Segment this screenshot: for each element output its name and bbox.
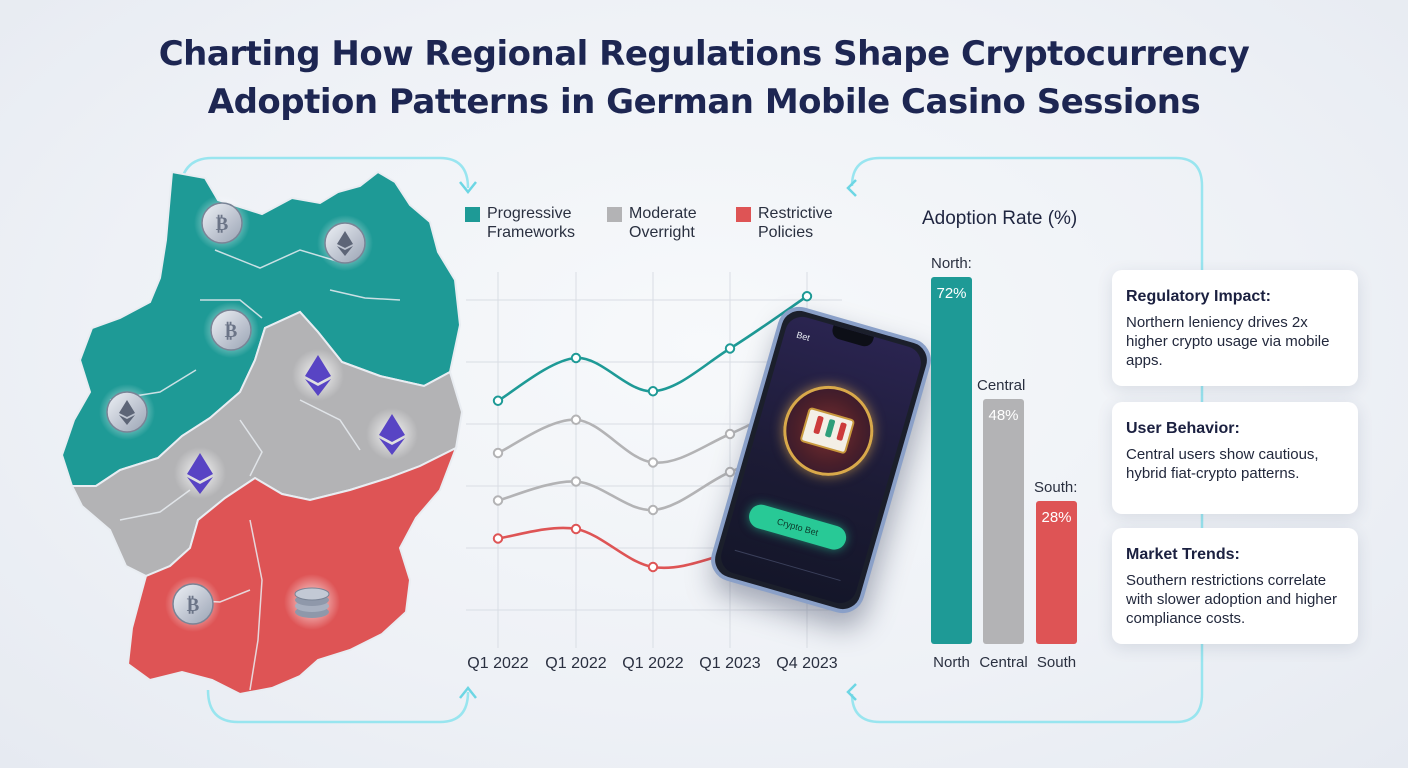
- series-2-point-4: [724, 428, 736, 440]
- bar-category-label: South: [1036, 654, 1077, 671]
- legend-label: Restrictive Policies: [758, 205, 833, 241]
- card-text: Northern leniency drives 2x higher crypt…: [1126, 314, 1330, 369]
- card-market-trends: Market Trends: Southern restrictions cor…: [1112, 528, 1358, 644]
- series-1-point-1: [492, 395, 504, 406]
- series-1-point-5: [801, 291, 813, 302]
- series-4-point-2: [570, 523, 582, 535]
- series-3-point-2: [570, 476, 582, 487]
- bar-value-label: 72%: [936, 284, 967, 302]
- phone-notch: [830, 325, 875, 349]
- bottom-connector: [206, 689, 470, 724]
- bar-north: 72%: [931, 276, 972, 644]
- crypto-bet-button[interactable]: Crypto Bet: [746, 501, 849, 553]
- x-tick-label: Q1 2023: [699, 655, 761, 672]
- card-title: Market Trends:: [1126, 546, 1240, 563]
- ethereum-coin-icon-5: [174, 447, 226, 499]
- card-title: User Behavior:: [1126, 420, 1240, 437]
- bar-value-label: 48%: [988, 407, 1019, 425]
- x-tick-label: Q1 2022: [622, 655, 684, 672]
- legend-swatch: [607, 207, 622, 222]
- ethereum-coin-icon-1: [317, 215, 373, 271]
- coin-stack-icon: [284, 574, 340, 630]
- bar-top-label: North:: [931, 254, 972, 272]
- bar-category-label: North: [933, 654, 970, 671]
- series-1-point-3: [647, 386, 659, 397]
- bitcoin-coin-icon-3: ₿: [165, 576, 221, 632]
- bar-value-label: 28%: [1041, 509, 1072, 527]
- x-tick-label: Q4 2023: [776, 655, 838, 672]
- map-region-south: [126, 445, 458, 696]
- svg-text:₿: ₿: [187, 594, 200, 616]
- legend-swatch: [465, 207, 480, 222]
- series-1-point-4: [724, 343, 736, 354]
- legend-label: Moderate Overright: [629, 205, 697, 241]
- series-2-point-3: [647, 457, 659, 468]
- svg-text:₿: ₿: [216, 213, 229, 235]
- series-4-point-1: [492, 533, 504, 544]
- series-3-point-4: [724, 466, 736, 478]
- x-tick-label: Q1 2022: [467, 655, 529, 672]
- series-3-point-3: [647, 504, 659, 516]
- ethereum-coin-icon-4: [366, 408, 418, 460]
- slot-machine-icon: [772, 375, 884, 487]
- bitcoin-coin-icon-1: ₿: [194, 195, 250, 251]
- bar-top-label: Central: [977, 377, 1026, 395]
- card-title: Regulatory Impact:: [1126, 288, 1271, 305]
- arrowhead-top: [459, 181, 477, 195]
- card-text: Central users show cautious, hybrid fiat…: [1126, 446, 1319, 482]
- card-user-behavior: User Behavior: Central users show cautio…: [1112, 402, 1358, 514]
- card-regulatory-impact: Regulatory Impact: Northern leniency dri…: [1112, 270, 1358, 386]
- title-line-2: Adoption Patterns in German Mobile Casin…: [207, 82, 1201, 122]
- x-tick-label: Q1 2022: [545, 655, 607, 672]
- bar-category-label: Central: [979, 654, 1028, 671]
- ethereum-coin-icon-3: [292, 349, 344, 401]
- phone-nav-bar: [731, 549, 841, 591]
- series-3-point-1: [492, 495, 504, 506]
- crypto-bet-button-label: Crypto Bet: [775, 516, 820, 538]
- card-text: Southern restrictions correlate with slo…: [1126, 572, 1337, 627]
- page-title: Charting How Regional Regulations Shape …: [0, 30, 1408, 126]
- series-4-point-3: [647, 561, 659, 573]
- bar-central: 48%: [983, 399, 1024, 644]
- series-1-point-2: [570, 352, 582, 364]
- bitcoin-coin-icon-2: ₿: [203, 302, 259, 358]
- arrowhead-right-top: [846, 179, 857, 197]
- series-2-point-2: [570, 414, 582, 425]
- series-2-point-1: [492, 447, 504, 459]
- bar-south: 28%: [1036, 501, 1077, 644]
- title-line-1: Charting How Regional Regulations Shape …: [158, 34, 1250, 74]
- bar-top-label: South:: [1034, 479, 1078, 497]
- bar-chart-title: Adoption Rate (%): [922, 208, 1078, 229]
- svg-text:₿: ₿: [225, 320, 238, 342]
- legend-label: Progressive Frameworks: [487, 205, 576, 241]
- ethereum-coin-icon-2: [99, 384, 155, 440]
- phone-screen-top: Bet: [795, 329, 812, 343]
- arrowhead-bottom: [459, 685, 477, 699]
- coin-icons: ₿ ₿ ₿: [99, 195, 418, 632]
- arrowhead-right-bottom: [846, 683, 857, 701]
- legend-swatch: [736, 207, 751, 222]
